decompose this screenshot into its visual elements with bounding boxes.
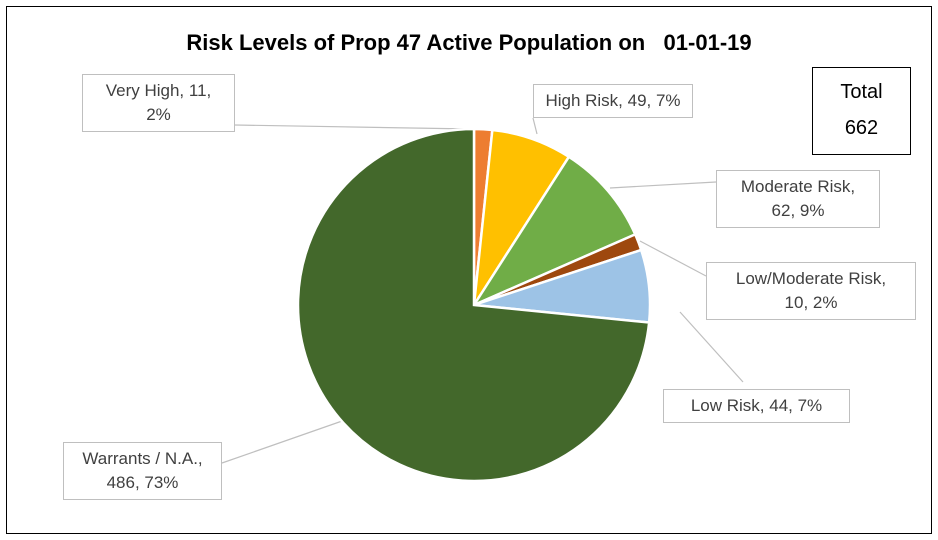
- total-label: Total: [840, 81, 883, 103]
- chart-title: Risk Levels of Prop 47 Active Population…: [186, 30, 752, 55]
- data-label: High Risk, 49, 7%: [533, 84, 693, 118]
- pie-slice: [296, 127, 651, 483]
- data-label: Low Risk, 44, 7%: [663, 389, 850, 423]
- leader-lines: [221, 117, 744, 464]
- data-label: Very High, 11, 2%: [82, 74, 235, 132]
- slices: [296, 127, 652, 483]
- data-label: Low/Moderate Risk, 10, 2%: [706, 262, 916, 320]
- pie-slice: [470, 155, 637, 308]
- total-value: 662: [844, 117, 879, 139]
- data-label: Warrants / N.A., 486, 73%: [63, 442, 222, 500]
- frame: [6, 6, 932, 534]
- total-box: Total 662: [812, 67, 911, 155]
- data-label: Moderate Risk, 62, 9%: [716, 170, 880, 228]
